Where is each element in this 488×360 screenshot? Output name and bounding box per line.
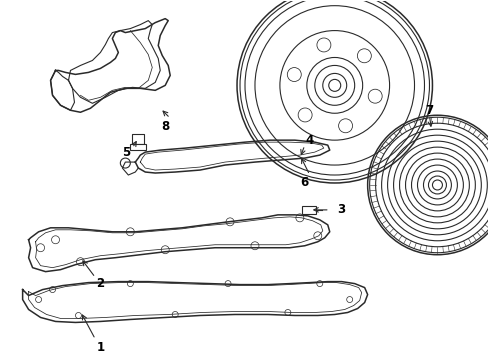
Text: 4: 4 xyxy=(305,134,313,147)
Text: 6: 6 xyxy=(300,176,308,189)
Text: 5: 5 xyxy=(122,145,130,159)
Bar xyxy=(130,144,146,150)
Polygon shape xyxy=(50,71,74,110)
Text: 7: 7 xyxy=(425,104,433,117)
Bar xyxy=(132,134,144,144)
Text: 2: 2 xyxy=(96,277,104,290)
Bar xyxy=(301,206,315,214)
Text: 1: 1 xyxy=(96,341,104,354)
Text: 3: 3 xyxy=(337,203,345,216)
Text: 8: 8 xyxy=(161,120,169,133)
